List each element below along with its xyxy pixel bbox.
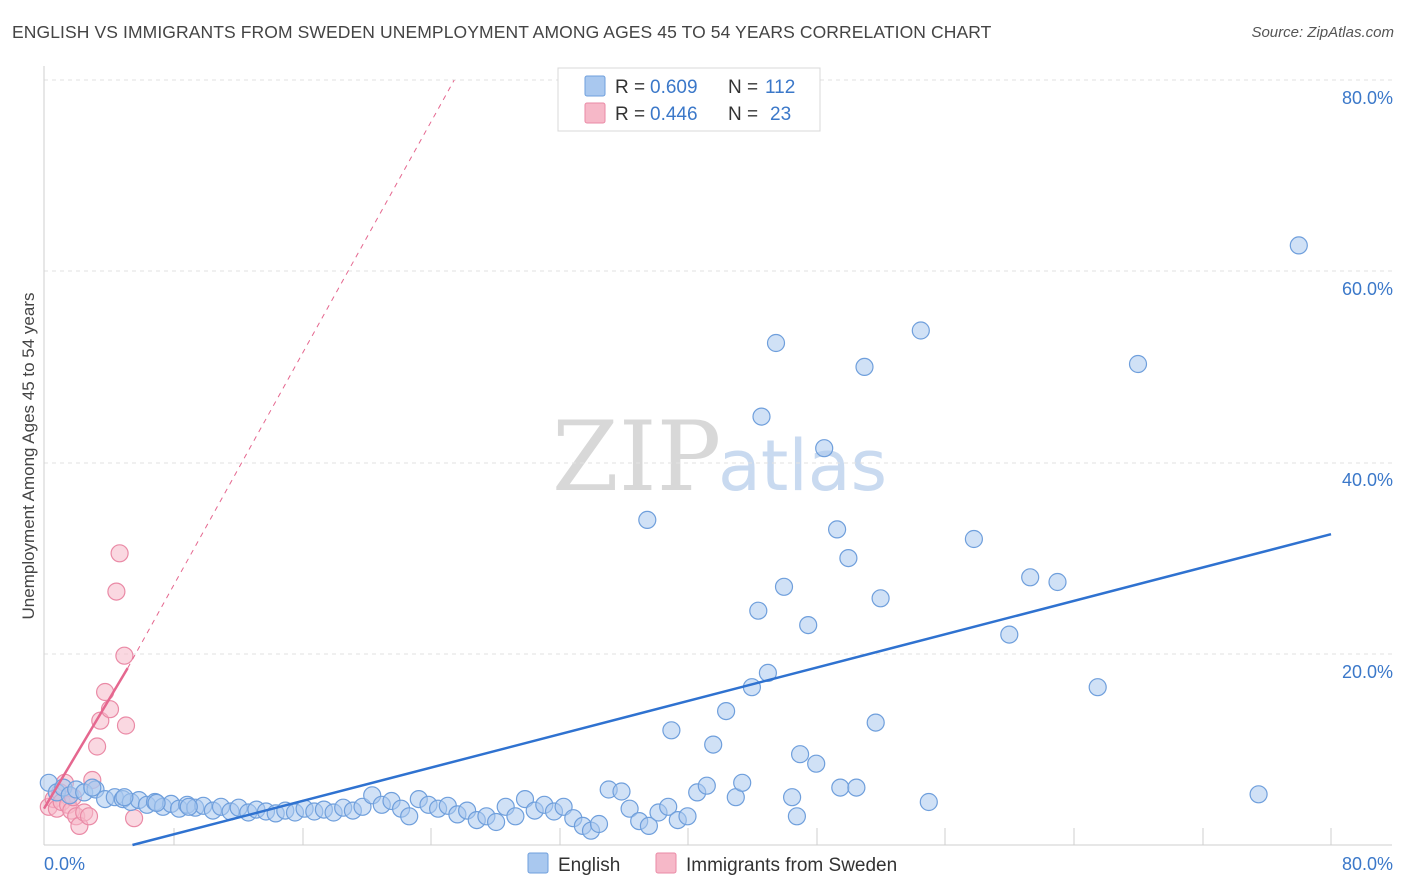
english-point-66 bbox=[639, 816, 659, 836]
legend-swatch-english bbox=[584, 75, 606, 97]
x-tick-label-min: 0.0% bbox=[44, 854, 85, 874]
english-point-95 bbox=[831, 778, 850, 797]
sweden-point-14 bbox=[87, 737, 107, 756]
english-point-91 bbox=[790, 745, 810, 764]
english-point-86 bbox=[815, 439, 834, 458]
english-point-88 bbox=[839, 548, 858, 568]
y-tick-label-60: 60.0% bbox=[1342, 279, 1393, 299]
legend-r-label: R = bbox=[615, 77, 645, 98]
bottom-legend-swatch-english bbox=[527, 852, 549, 874]
english-point-110 bbox=[147, 793, 166, 813]
english-point-103 bbox=[1048, 572, 1067, 592]
sweden-point-22 bbox=[115, 646, 134, 665]
english-point-52 bbox=[506, 807, 525, 826]
y-axis-label: Unemployment Among Ages 45 to 54 years bbox=[19, 293, 38, 620]
x-tick-label-max: 80.0% bbox=[1342, 854, 1393, 874]
english-point-92 bbox=[807, 754, 826, 773]
english-point-50 bbox=[487, 812, 506, 832]
english-point-94 bbox=[787, 807, 807, 826]
english-point-98 bbox=[919, 792, 938, 812]
legend-sweden-r: 0.446 bbox=[650, 104, 698, 125]
english-point-70 bbox=[678, 807, 697, 826]
english-point-100 bbox=[964, 529, 984, 549]
legend-n-label: N = bbox=[728, 77, 758, 98]
bottom-legend-swatch-sweden bbox=[655, 852, 677, 874]
english-point-73 bbox=[662, 721, 681, 740]
english-point-82 bbox=[766, 333, 786, 353]
x-axis-ticks bbox=[173, 828, 1332, 845]
english-point-105 bbox=[1128, 354, 1148, 374]
trend-lines bbox=[42, 79, 1332, 847]
gridlines bbox=[44, 79, 1392, 655]
english-point-80 bbox=[749, 601, 768, 620]
english-point-101 bbox=[1000, 625, 1019, 644]
english-point-109 bbox=[115, 788, 134, 807]
english-point-87 bbox=[827, 520, 847, 539]
watermark-atlas: atlas bbox=[718, 425, 887, 507]
english-point-84 bbox=[638, 510, 657, 530]
sweden-trend-line-extension bbox=[127, 79, 455, 669]
bottom-legend-sweden: Immigrants from Sweden bbox=[686, 855, 897, 876]
english-point-102 bbox=[1021, 568, 1040, 587]
english-point-83 bbox=[774, 577, 794, 596]
english-point-74 bbox=[704, 735, 723, 754]
legend-swatch-sweden bbox=[584, 102, 606, 124]
english-point-77 bbox=[733, 773, 752, 792]
sweden-point-19 bbox=[110, 544, 129, 563]
sweden-point-21 bbox=[125, 809, 144, 828]
sweden-point-12 bbox=[79, 807, 99, 826]
english-point-63 bbox=[612, 782, 631, 801]
english-point-93 bbox=[782, 788, 802, 807]
english-point-61 bbox=[589, 814, 609, 834]
sweden-trend-line bbox=[42, 667, 129, 810]
legend-english-n: 112 bbox=[765, 77, 795, 98]
legend: R = 0.609 N = 112 R = 0.446 N = 23 bbox=[557, 67, 821, 132]
english-point-111 bbox=[179, 797, 198, 816]
sweden-point-20 bbox=[116, 716, 136, 735]
bottom-legend: English Immigrants from Sweden bbox=[527, 852, 897, 876]
legend-sweden-n: 23 bbox=[770, 104, 791, 125]
english-point-107 bbox=[1289, 236, 1308, 255]
english-point-97 bbox=[866, 713, 885, 732]
legend-english-r: 0.609 bbox=[650, 77, 698, 98]
y-tick-label-80: 80.0% bbox=[1342, 88, 1393, 108]
english-point-90 bbox=[871, 589, 890, 608]
english-point-106 bbox=[1249, 785, 1268, 804]
y-tick-label-20: 20.0% bbox=[1342, 662, 1393, 682]
chart-title: ENGLISH VS IMMIGRANTS FROM SWEDEN UNEMPL… bbox=[12, 22, 992, 42]
legend-n-label: N = bbox=[728, 104, 758, 125]
english-point-104 bbox=[1088, 678, 1107, 697]
english-point-81 bbox=[752, 407, 771, 426]
english-series bbox=[39, 236, 1308, 840]
english-point-68 bbox=[659, 797, 678, 816]
watermark-zip: ZIP bbox=[552, 401, 721, 513]
english-trend-line bbox=[132, 533, 1332, 847]
english-point-96 bbox=[847, 778, 866, 797]
english-point-89 bbox=[855, 357, 874, 376]
bottom-legend-english: English bbox=[558, 855, 620, 876]
y-tick-label-40: 40.0% bbox=[1342, 470, 1393, 490]
english-point-75 bbox=[716, 701, 736, 721]
chart-source: Source: ZipAtlas.com bbox=[1251, 24, 1394, 41]
english-point-64 bbox=[620, 799, 639, 818]
english-point-85 bbox=[799, 615, 818, 635]
sweden-point-18 bbox=[107, 582, 126, 601]
english-point-108 bbox=[83, 778, 102, 797]
english-point-41 bbox=[400, 807, 419, 826]
legend-r-label: R = bbox=[615, 104, 645, 125]
english-point-99 bbox=[911, 321, 930, 340]
english-point-72 bbox=[697, 776, 716, 795]
